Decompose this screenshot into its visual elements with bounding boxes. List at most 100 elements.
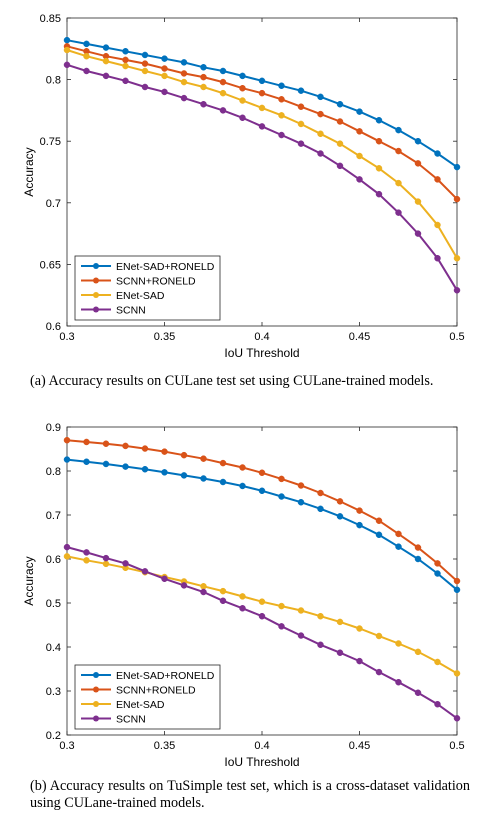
caption-a: (a) Accuracy results on CULane test set … bbox=[30, 373, 434, 389]
data-point bbox=[395, 179, 402, 187]
data-point bbox=[434, 658, 441, 666]
legend-label: ENet-SAD bbox=[116, 699, 165, 711]
data-point bbox=[161, 55, 168, 62]
data-point bbox=[102, 57, 110, 65]
data-point bbox=[141, 83, 149, 91]
y-tick-label: 0.8 bbox=[46, 75, 61, 87]
data-point bbox=[83, 458, 90, 466]
data-point bbox=[414, 160, 422, 167]
legend-swatch-marker bbox=[93, 672, 99, 678]
legend-label: ENet-SAD+RONELD bbox=[116, 670, 215, 682]
data-point bbox=[317, 505, 324, 513]
data-point bbox=[141, 445, 149, 452]
y-tick-label: 0.6 bbox=[46, 554, 61, 566]
data-point bbox=[317, 612, 324, 620]
data-point bbox=[219, 89, 227, 97]
data-point bbox=[141, 67, 149, 75]
data-point bbox=[63, 553, 71, 560]
data-point bbox=[200, 475, 207, 482]
data-point bbox=[180, 70, 188, 77]
data-point bbox=[219, 78, 227, 86]
data-point bbox=[63, 543, 71, 551]
legend-label: SCNN bbox=[116, 714, 146, 726]
data-point bbox=[180, 59, 188, 66]
y-tick-label: 0.65 bbox=[40, 259, 61, 271]
data-point bbox=[453, 163, 461, 171]
data-point bbox=[434, 560, 441, 567]
data-point bbox=[83, 52, 90, 60]
data-point bbox=[83, 557, 90, 564]
data-point bbox=[317, 641, 324, 649]
x-tick-label: 0.3 bbox=[59, 740, 74, 752]
legend-swatch-marker bbox=[93, 715, 99, 722]
x-tick-label: 0.3 bbox=[59, 331, 74, 343]
data-point bbox=[297, 607, 305, 614]
data-point bbox=[161, 65, 168, 72]
x-axis-title: IoU Threshold bbox=[224, 755, 299, 769]
data-point bbox=[414, 137, 422, 145]
y-tick-label: 0.4 bbox=[46, 642, 61, 654]
y-tick-label: 0.7 bbox=[46, 198, 61, 210]
y-tick-label: 0.5 bbox=[46, 598, 61, 610]
x-tick-label: 0.4 bbox=[254, 331, 269, 343]
x-tick-label: 0.4 bbox=[254, 740, 269, 752]
data-point bbox=[434, 221, 441, 229]
data-point bbox=[336, 118, 344, 125]
data-point bbox=[414, 689, 422, 697]
data-point bbox=[434, 176, 441, 183]
data-point bbox=[122, 463, 129, 470]
data-point bbox=[278, 475, 285, 483]
data-point bbox=[434, 254, 441, 262]
data-point bbox=[453, 670, 461, 677]
y-tick-label: 0.75 bbox=[40, 136, 61, 148]
y-tick-label: 0.3 bbox=[46, 686, 61, 698]
legend-swatch-marker bbox=[93, 263, 99, 269]
data-point bbox=[258, 469, 266, 477]
data-point bbox=[297, 103, 305, 110]
data-point bbox=[161, 72, 168, 80]
x-tick-label: 0.5 bbox=[449, 331, 464, 343]
data-point bbox=[375, 165, 383, 172]
data-point bbox=[102, 554, 110, 562]
data-point bbox=[122, 560, 129, 567]
y-axis-title: Accuracy bbox=[22, 147, 36, 196]
data-point bbox=[219, 587, 227, 595]
data-point bbox=[258, 77, 266, 85]
data-point bbox=[356, 625, 363, 632]
data-point bbox=[122, 56, 129, 64]
data-point bbox=[297, 120, 305, 128]
data-point bbox=[297, 140, 305, 147]
data-point bbox=[453, 577, 461, 585]
data-point bbox=[200, 83, 207, 91]
data-point bbox=[200, 588, 207, 596]
data-point bbox=[200, 73, 207, 81]
data-point bbox=[317, 93, 324, 101]
data-point bbox=[102, 72, 110, 80]
data-point bbox=[219, 67, 227, 75]
data-point bbox=[239, 84, 246, 92]
figure-panel-a: 0.3 0.35 0.4 0.45 0.5 0.6 0.65 0.7 0.75 0.8 0.85 Io… bbox=[0, 0, 489, 410]
data-point bbox=[63, 456, 71, 463]
data-point bbox=[375, 137, 383, 145]
data-point bbox=[434, 150, 441, 157]
data-point bbox=[258, 487, 266, 495]
data-point bbox=[395, 678, 402, 686]
data-point bbox=[122, 48, 129, 55]
data-point bbox=[180, 94, 188, 102]
legend-label: ENet-SAD+RONELD bbox=[116, 261, 215, 273]
legend-label: SCNN bbox=[116, 305, 146, 317]
data-point bbox=[336, 513, 344, 520]
data-point bbox=[375, 531, 383, 539]
data-point bbox=[180, 78, 188, 86]
data-point bbox=[278, 112, 285, 119]
data-point bbox=[102, 440, 110, 447]
data-point bbox=[395, 640, 402, 647]
data-point bbox=[395, 126, 402, 134]
data-point bbox=[141, 51, 149, 59]
data-point bbox=[200, 100, 207, 108]
data-point bbox=[83, 67, 90, 75]
data-point bbox=[297, 87, 305, 94]
legend-label: SCNN+RONELD bbox=[116, 276, 196, 288]
x-tick-label: 0.35 bbox=[154, 740, 175, 752]
data-point bbox=[336, 618, 344, 626]
